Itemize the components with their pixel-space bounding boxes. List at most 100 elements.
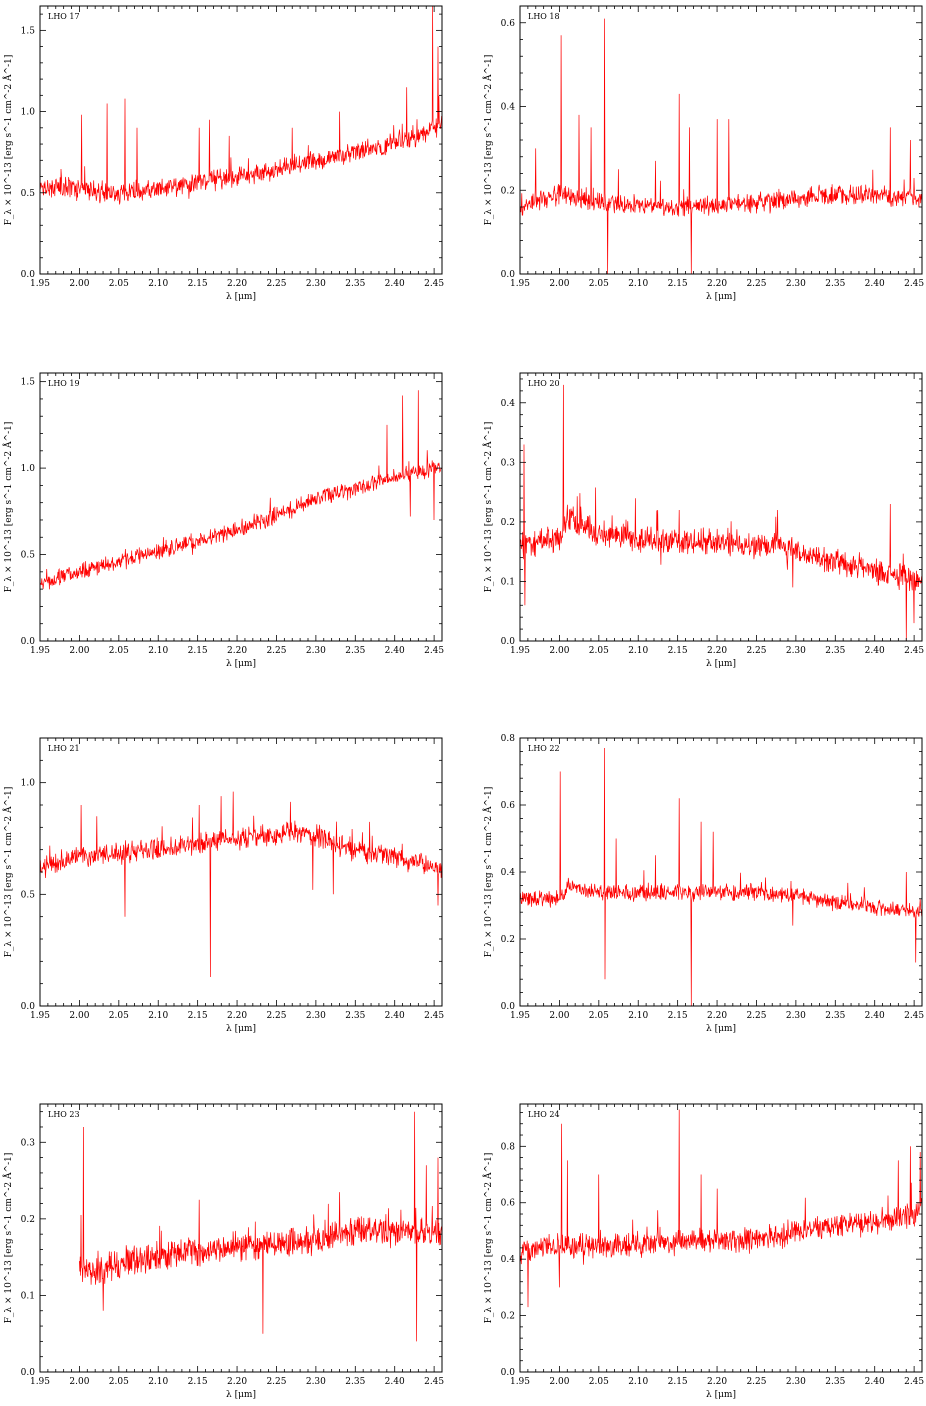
panel-lho-24: 1.95 2.00 2.05 2.10 2.15 2.20 2.25 2.30 2.35 2.40… — [482, 1104, 924, 1400]
x-tick-label: 2.35 — [345, 1377, 365, 1387]
y-tick-label: 0.3 — [21, 1138, 36, 1148]
y-axis-title: F_λ × 10^-13 [erg s^-1 cm^-2 Å^-1] — [2, 787, 14, 958]
x-tick-label: 2.40 — [865, 1377, 885, 1387]
x-tick-label: 2.25 — [746, 1011, 766, 1021]
y-tick-label: 0.0 — [501, 1368, 516, 1378]
x-tick-label: 2.40 — [385, 1377, 405, 1387]
y-tick-label: 0.0 — [21, 1002, 36, 1012]
x-tick-label: 2.00 — [69, 279, 89, 289]
plot-frame — [520, 738, 922, 1006]
x-axis-title: λ [μm] — [706, 659, 736, 669]
x-tick-label: 2.10 — [628, 646, 648, 656]
y-axis-title: F_λ × 10^-13 [erg s^-1 cm^-2 Å^-1] — [482, 787, 494, 958]
x-tick-label: 2.40 — [385, 646, 405, 656]
spectrum-line — [520, 748, 922, 1006]
x-axis-title: λ [μm] — [706, 1390, 736, 1400]
spectrum-line — [520, 385, 922, 641]
x-tick-label: 1.95 — [30, 1377, 50, 1387]
x-tick-label: 2.10 — [148, 1011, 168, 1021]
x-tick-label: 2.40 — [385, 279, 405, 289]
y-tick-label: 0.5 — [21, 890, 36, 900]
y-tick-label: 0.3 — [501, 458, 516, 468]
spectrum-line — [79, 1112, 442, 1342]
y-tick-label: 0.8 — [501, 734, 516, 744]
x-axis-title: λ [μm] — [706, 1024, 736, 1034]
y-tick-label: 0.4 — [501, 1255, 516, 1265]
x-tick-label: 2.20 — [227, 1011, 247, 1021]
y-axis-title: F_λ × 10^-13 [erg s^-1 cm^-2 Å^-1] — [2, 55, 14, 226]
x-tick-label: 2.30 — [786, 1377, 806, 1387]
x-tick-label: 2.10 — [628, 1011, 648, 1021]
x-tick-label: 2.40 — [865, 646, 885, 656]
x-tick-label: 2.05 — [589, 1377, 609, 1387]
x-tick-label: 2.05 — [589, 1011, 609, 1021]
spectrum-line — [40, 792, 442, 977]
panel-label: LHO 19 — [48, 379, 80, 388]
y-axis-title: F_λ × 10^-13 [erg s^-1 cm^-2 Å^-1] — [2, 1153, 14, 1324]
x-tick-label: 2.15 — [668, 1011, 688, 1021]
x-tick-label: 2.45 — [904, 1377, 924, 1387]
panel-lho-18: 1.95 2.00 2.05 2.10 2.15 2.20 2.25 2.30 2.35 2.40… — [482, 6, 924, 302]
y-tick-label: 0.4 — [501, 399, 516, 409]
x-tick-label: 2.45 — [904, 1011, 924, 1021]
x-axis-title: λ [μm] — [226, 1390, 256, 1400]
x-tick-label: 2.10 — [628, 1377, 648, 1387]
y-tick-label: 0.5 — [21, 189, 36, 199]
x-tick-label: 2.20 — [707, 646, 727, 656]
x-tick-label: 2.40 — [385, 1011, 405, 1021]
panel-lho-17: 1.95 2.00 2.05 2.10 2.15 2.20 2.25 2.30 2.35 2.40… — [2, 6, 444, 302]
x-tick-label: 2.20 — [707, 1011, 727, 1021]
x-tick-label: 1.95 — [510, 646, 530, 656]
panel-label: LHO 23 — [48, 1110, 80, 1119]
x-axis-title: λ [μm] — [226, 659, 256, 669]
x-tick-label: 2.35 — [345, 646, 365, 656]
x-tick-label: 1.95 — [510, 279, 530, 289]
x-tick-label: 2.00 — [69, 1011, 89, 1021]
x-tick-label: 2.10 — [148, 1377, 168, 1387]
x-tick-label: 2.20 — [707, 1377, 727, 1387]
y-axis-title: F_λ × 10^-13 [erg s^-1 cm^-2 Å^-1] — [2, 422, 14, 593]
panel-lho-19: 1.95 2.00 2.05 2.10 2.15 2.20 2.25 2.30 2.35 2.40… — [2, 373, 444, 669]
x-tick-label: 2.05 — [109, 1011, 129, 1021]
x-tick-label: 1.95 — [30, 279, 50, 289]
y-tick-label: 1.0 — [21, 464, 36, 474]
x-tick-label: 2.40 — [865, 1011, 885, 1021]
x-tick-label: 2.30 — [306, 646, 326, 656]
x-tick-label: 2.35 — [825, 1011, 845, 1021]
y-tick-label: 0.2 — [501, 518, 515, 528]
y-tick-label: 1.0 — [21, 779, 36, 789]
y-axis-title: F_λ × 10^-13 [erg s^-1 cm^-2 Å^-1] — [482, 1153, 494, 1324]
panel-label: LHO 22 — [528, 744, 560, 753]
x-tick-label: 2.35 — [345, 1011, 365, 1021]
y-tick-label: 1.0 — [21, 108, 36, 118]
y-tick-label: 0.8 — [501, 1142, 516, 1152]
spectrum-line — [520, 1110, 922, 1308]
x-tick-label: 2.05 — [109, 1377, 129, 1387]
y-tick-label: 0.0 — [501, 637, 516, 647]
panel-label: LHO 18 — [528, 12, 560, 21]
x-tick-label: 2.10 — [148, 646, 168, 656]
panel-lho-21: 1.95 2.00 2.05 2.10 2.15 2.20 2.25 2.30 2.35 2.40… — [2, 738, 444, 1034]
panel-label: LHO 20 — [528, 379, 560, 388]
y-tick-label: 0.0 — [501, 1002, 516, 1012]
x-tick-label: 2.25 — [266, 646, 286, 656]
x-tick-label: 2.45 — [424, 279, 444, 289]
x-tick-label: 2.15 — [668, 646, 688, 656]
y-tick-label: 0.0 — [21, 1368, 36, 1378]
spectrum-line — [40, 390, 442, 589]
x-tick-label: 2.30 — [786, 1011, 806, 1021]
x-tick-label: 2.00 — [549, 1011, 569, 1021]
x-tick-label: 2.20 — [227, 1377, 247, 1387]
x-tick-label: 1.95 — [30, 1011, 50, 1021]
x-tick-label: 2.00 — [69, 1377, 89, 1387]
spectrum-line — [40, 6, 442, 205]
y-tick-label: 0.0 — [501, 270, 516, 280]
x-tick-label: 2.20 — [707, 279, 727, 289]
x-tick-label: 2.30 — [306, 1377, 326, 1387]
x-axis-title: λ [μm] — [226, 1024, 256, 1034]
x-tick-label: 2.25 — [746, 646, 766, 656]
y-tick-label: 0.6 — [501, 19, 516, 29]
plot-frame — [40, 373, 442, 641]
x-tick-label: 2.35 — [345, 279, 365, 289]
